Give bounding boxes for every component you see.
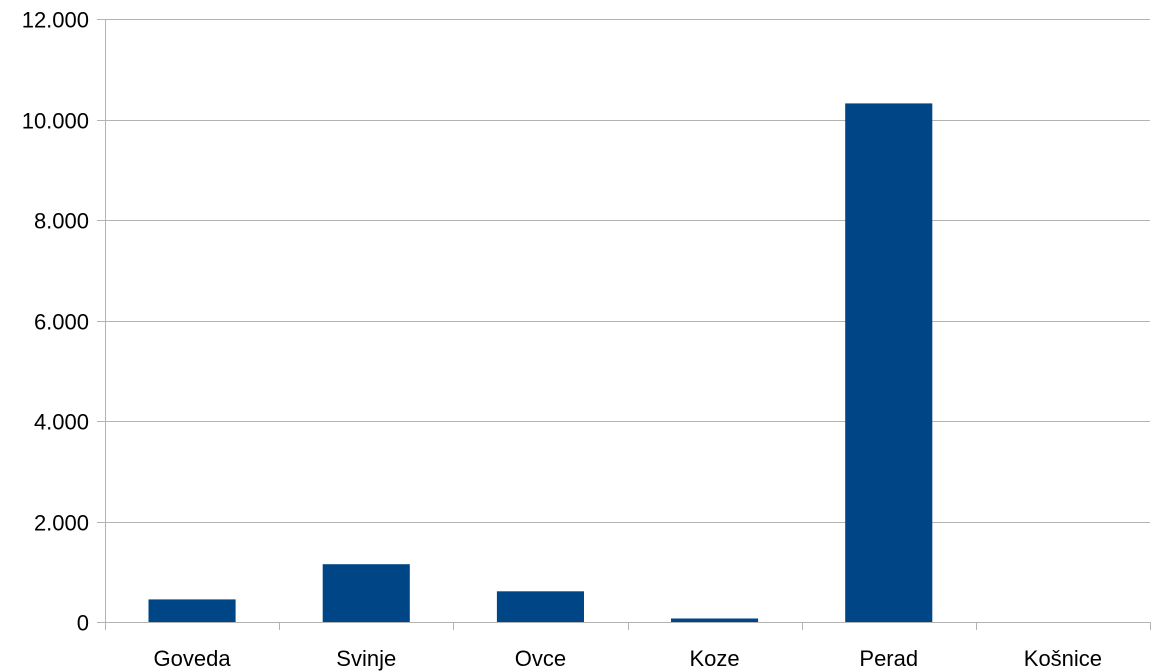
gridlines bbox=[105, 19, 1150, 523]
y-tick-label: 12.000 bbox=[22, 8, 89, 33]
bar-perad bbox=[845, 103, 933, 622]
x-category-label: Koze bbox=[690, 646, 740, 671]
y-axis-tick-labels: 0 2.000 4.000 6.000 8.000 10.000 12.000 bbox=[22, 8, 89, 636]
x-axis-category-labels: Goveda Svinje Ovce Koze Perad Košnice bbox=[154, 646, 1103, 671]
x-category-label: Ovce bbox=[515, 646, 566, 671]
bar-goveda bbox=[148, 599, 236, 622]
y-tick-label: 6.000 bbox=[34, 310, 89, 335]
x-category-label: Košnice bbox=[1024, 646, 1102, 671]
y-tick-label: 10.000 bbox=[22, 109, 89, 134]
y-tick-label: 0 bbox=[77, 611, 89, 636]
x-category-label: Svinje bbox=[336, 646, 396, 671]
y-tick-label: 4.000 bbox=[34, 410, 89, 435]
axes bbox=[97, 19, 1151, 630]
y-tick-label: 8.000 bbox=[34, 209, 89, 234]
x-category-label: Perad bbox=[859, 646, 918, 671]
bar-svinje bbox=[322, 564, 410, 622]
x-category-label: Goveda bbox=[154, 646, 232, 671]
bar-koze bbox=[671, 618, 759, 622]
bars bbox=[148, 103, 933, 622]
y-tick-label: 2.000 bbox=[34, 511, 89, 536]
bar-ovce bbox=[496, 591, 584, 622]
